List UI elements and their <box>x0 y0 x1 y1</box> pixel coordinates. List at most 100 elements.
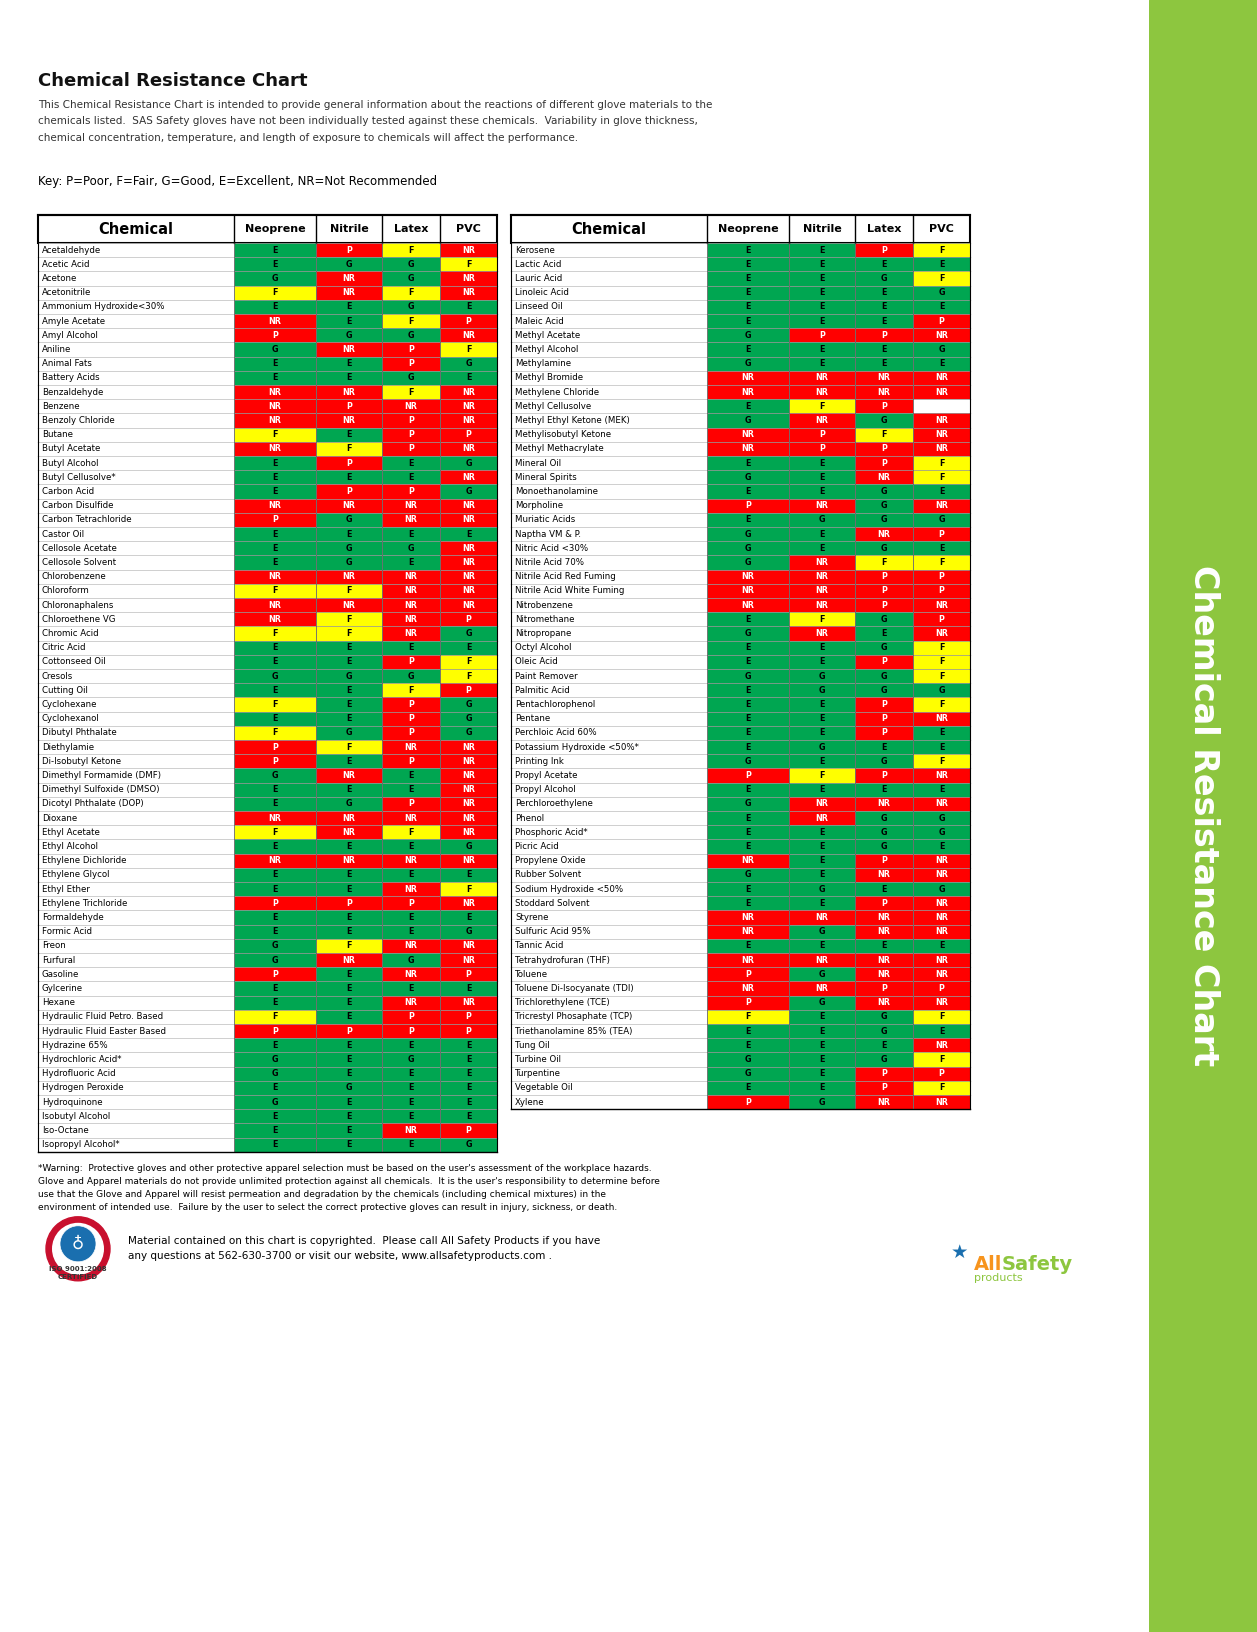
Text: F: F <box>347 628 352 638</box>
Text: Nitrobenzene: Nitrobenzene <box>515 601 573 610</box>
Text: Dimethyl Sulfoxide (DMSO): Dimethyl Sulfoxide (DMSO) <box>41 785 160 795</box>
Text: G: G <box>881 685 887 695</box>
Bar <box>382 726 440 739</box>
Text: Ethylene Trichloride: Ethylene Trichloride <box>41 899 127 907</box>
Text: G: G <box>938 885 945 894</box>
Text: Picric Acid: Picric Acid <box>515 842 559 850</box>
Text: NR: NR <box>742 956 754 965</box>
Bar <box>382 584 440 597</box>
Text: G: G <box>346 516 352 524</box>
Bar <box>440 485 497 499</box>
Bar <box>440 357 497 370</box>
Bar <box>855 584 913 597</box>
Bar <box>382 981 440 996</box>
Text: E: E <box>939 543 944 553</box>
Bar <box>38 313 497 328</box>
Bar <box>855 271 913 286</box>
Bar <box>316 811 382 826</box>
Text: E: E <box>745 942 750 950</box>
Text: E: E <box>745 743 750 752</box>
Bar <box>38 726 497 739</box>
Text: Dibutyl Phthalate: Dibutyl Phthalate <box>41 728 117 738</box>
Bar <box>316 243 382 258</box>
Text: E: E <box>347 658 352 666</box>
Bar <box>440 641 497 654</box>
Bar <box>440 726 497 739</box>
Text: E: E <box>347 927 352 937</box>
Text: Acetone: Acetone <box>41 274 78 282</box>
Bar <box>855 357 913 370</box>
Bar <box>382 1080 440 1095</box>
Bar <box>855 442 913 455</box>
Bar <box>382 597 440 612</box>
Bar <box>913 527 970 542</box>
Text: E: E <box>939 785 944 795</box>
Bar <box>382 669 440 684</box>
Text: Hexane: Hexane <box>41 999 75 1007</box>
Bar <box>913 868 970 881</box>
Bar <box>38 258 497 271</box>
Bar <box>38 1123 497 1138</box>
Bar <box>512 654 970 669</box>
Text: P: P <box>465 969 471 979</box>
Text: G: G <box>744 530 752 539</box>
Bar <box>382 854 440 868</box>
Bar <box>234 925 316 938</box>
Bar <box>855 512 913 527</box>
Text: NR: NR <box>269 615 282 623</box>
Text: NR: NR <box>935 331 948 339</box>
Text: E: E <box>939 728 944 738</box>
Bar <box>316 938 382 953</box>
Bar <box>38 485 497 499</box>
Bar <box>38 286 497 300</box>
Text: F: F <box>409 317 414 326</box>
Text: NR: NR <box>816 374 828 382</box>
Text: E: E <box>939 743 944 752</box>
Bar <box>316 555 382 570</box>
Text: NR: NR <box>935 1098 948 1106</box>
Bar <box>316 925 382 938</box>
Bar <box>913 413 970 428</box>
Bar <box>706 400 789 413</box>
Bar <box>38 1010 497 1023</box>
Bar <box>316 286 382 300</box>
Text: Furfural: Furfural <box>41 956 75 965</box>
Text: Chloroform: Chloroform <box>41 586 89 596</box>
Bar <box>234 896 316 911</box>
Bar <box>706 769 789 783</box>
Bar <box>512 968 970 981</box>
Text: Butyl Alcohol: Butyl Alcohol <box>41 459 98 468</box>
Bar <box>382 1095 440 1110</box>
Text: P: P <box>409 486 414 496</box>
Text: E: E <box>745 842 750 850</box>
Bar <box>440 769 497 783</box>
Text: G: G <box>465 700 471 708</box>
Bar <box>440 938 497 953</box>
Bar <box>855 1023 913 1038</box>
Bar <box>316 455 382 470</box>
Text: NR: NR <box>269 401 282 411</box>
Text: NR: NR <box>463 274 475 282</box>
Text: Nitrile Acid 70%: Nitrile Acid 70% <box>515 558 585 566</box>
Bar <box>512 243 970 258</box>
Text: E: E <box>745 685 750 695</box>
Bar <box>512 981 970 996</box>
Bar <box>38 881 497 896</box>
Bar <box>789 1038 855 1053</box>
Bar <box>382 485 440 499</box>
Text: Methyl Bromide: Methyl Bromide <box>515 374 583 382</box>
Text: P: P <box>820 444 825 454</box>
Bar <box>316 428 382 442</box>
Bar <box>316 328 382 343</box>
Text: NR: NR <box>816 984 828 992</box>
Bar <box>913 826 970 839</box>
Bar <box>855 499 913 512</box>
Bar <box>440 968 497 981</box>
Text: G: G <box>465 628 471 638</box>
Bar <box>706 1038 789 1053</box>
Text: E: E <box>466 530 471 539</box>
Bar <box>913 400 970 413</box>
Bar <box>38 1080 497 1095</box>
Bar <box>913 597 970 612</box>
Text: G: G <box>744 416 752 424</box>
